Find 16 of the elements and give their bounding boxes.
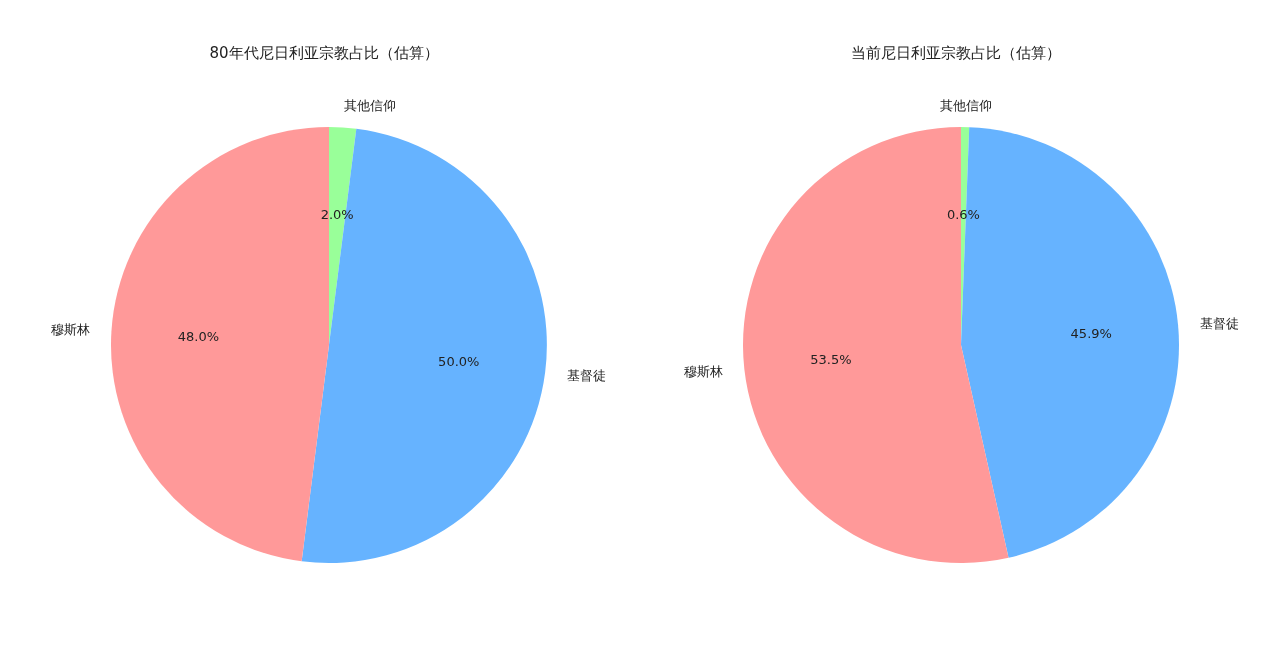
pie-slice — [301, 128, 547, 563]
pie-slice — [743, 127, 1009, 563]
data-label: 2.0% — [320, 206, 354, 222]
slice-label: 穆斯林 — [683, 363, 723, 379]
data-label: 53.5% — [810, 351, 852, 367]
slice-label: 其他信仰 — [939, 97, 992, 113]
slice-label: 基督徒 — [566, 367, 606, 383]
slice-label: 穆斯林 — [50, 322, 90, 338]
chart-title: 80年代尼日利亚宗教占比（估算） — [208, 44, 440, 63]
slice-label: 其他信仰 — [344, 98, 397, 114]
data-label: 50.0% — [438, 353, 480, 369]
chart-title: 当前尼日利亚宗教占比（估算） — [850, 44, 1062, 63]
data-label: 45.9% — [1070, 325, 1112, 341]
data-label: 0.6% — [946, 206, 980, 222]
data-label: 48.0% — [177, 329, 220, 345]
slice-label: 基督徒 — [1199, 315, 1239, 331]
